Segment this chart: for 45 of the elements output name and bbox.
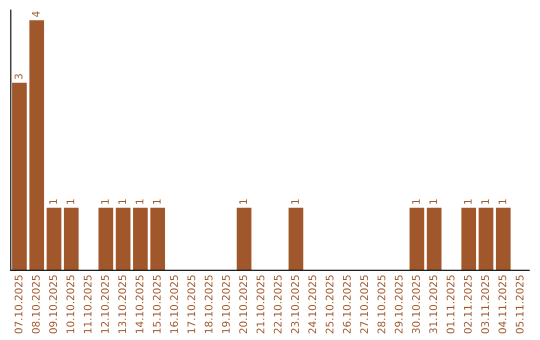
- x-tick-label: 30.10.2025: [412, 275, 420, 334]
- data-label: 1: [66, 199, 74, 204]
- data-label: 1: [412, 199, 420, 204]
- x-tick-label: 08.10.2025: [32, 275, 40, 334]
- x-tick-label: 04.11.2025: [498, 275, 506, 334]
- x-tick-label: 28.10.2025: [377, 275, 386, 334]
- data-label: 1: [291, 199, 299, 204]
- x-tick-label: 15.10.2025: [152, 275, 161, 333]
- data-label: 1: [498, 199, 506, 204]
- data-label: 3: [14, 74, 22, 80]
- x-tick-label: 26.10.2025: [342, 275, 351, 334]
- x-tick-label: 25.10.2025: [326, 275, 334, 334]
- data-label: 1: [239, 199, 247, 204]
- x-tick-label: 11.10.2025: [84, 275, 92, 333]
- x-tick-label: 03.11.2025: [481, 275, 490, 334]
- x-tick-label: 20.10.2025: [239, 275, 248, 334]
- x-tick-label: 05.11.2025: [516, 275, 524, 334]
- x-tick-label: 13.10.2025: [118, 275, 126, 333]
- x-tick-label: 12.10.2025: [100, 275, 109, 333]
- data-label: 1: [136, 199, 144, 204]
- x-tick-label: 10.10.2025: [66, 275, 74, 333]
- x-tick-label: 22.10.2025: [274, 275, 282, 334]
- data-label: 1: [49, 199, 57, 204]
- data-label: 1: [101, 199, 109, 204]
- data-label: 1: [464, 199, 472, 204]
- x-tick-label: 31.10.2025: [429, 275, 438, 334]
- x-tick-label: 16.10.2025: [170, 275, 178, 333]
- x-tick-label: 24.10.2025: [308, 275, 316, 334]
- x-tick-label: 27.10.2025: [360, 275, 368, 334]
- data-label: 1: [429, 199, 438, 204]
- data-label: 4: [32, 11, 40, 17]
- data-label: 1: [481, 199, 489, 204]
- data-label: 1: [118, 199, 126, 204]
- data-label: 1: [152, 199, 161, 204]
- x-tick-label: 21.10.2025: [256, 275, 264, 334]
- x-tick-label: 18.10.2025: [204, 275, 213, 333]
- x-tick-label: 19.10.2025: [222, 275, 230, 333]
- x-tick-label: 23.10.2025: [291, 275, 299, 334]
- x-tick-label: 09.10.2025: [49, 275, 58, 334]
- x-tick-label: 07.10.2025: [14, 275, 22, 334]
- x-tick-label: 14.10.2025: [136, 275, 144, 333]
- x-tick-label: 29.10.2025: [394, 275, 403, 334]
- x-tick-label: 02.11.2025: [464, 275, 472, 334]
- x-tick-label: 17.10.2025: [187, 275, 196, 333]
- x-tick-label: 01.11.2025: [446, 275, 454, 334]
